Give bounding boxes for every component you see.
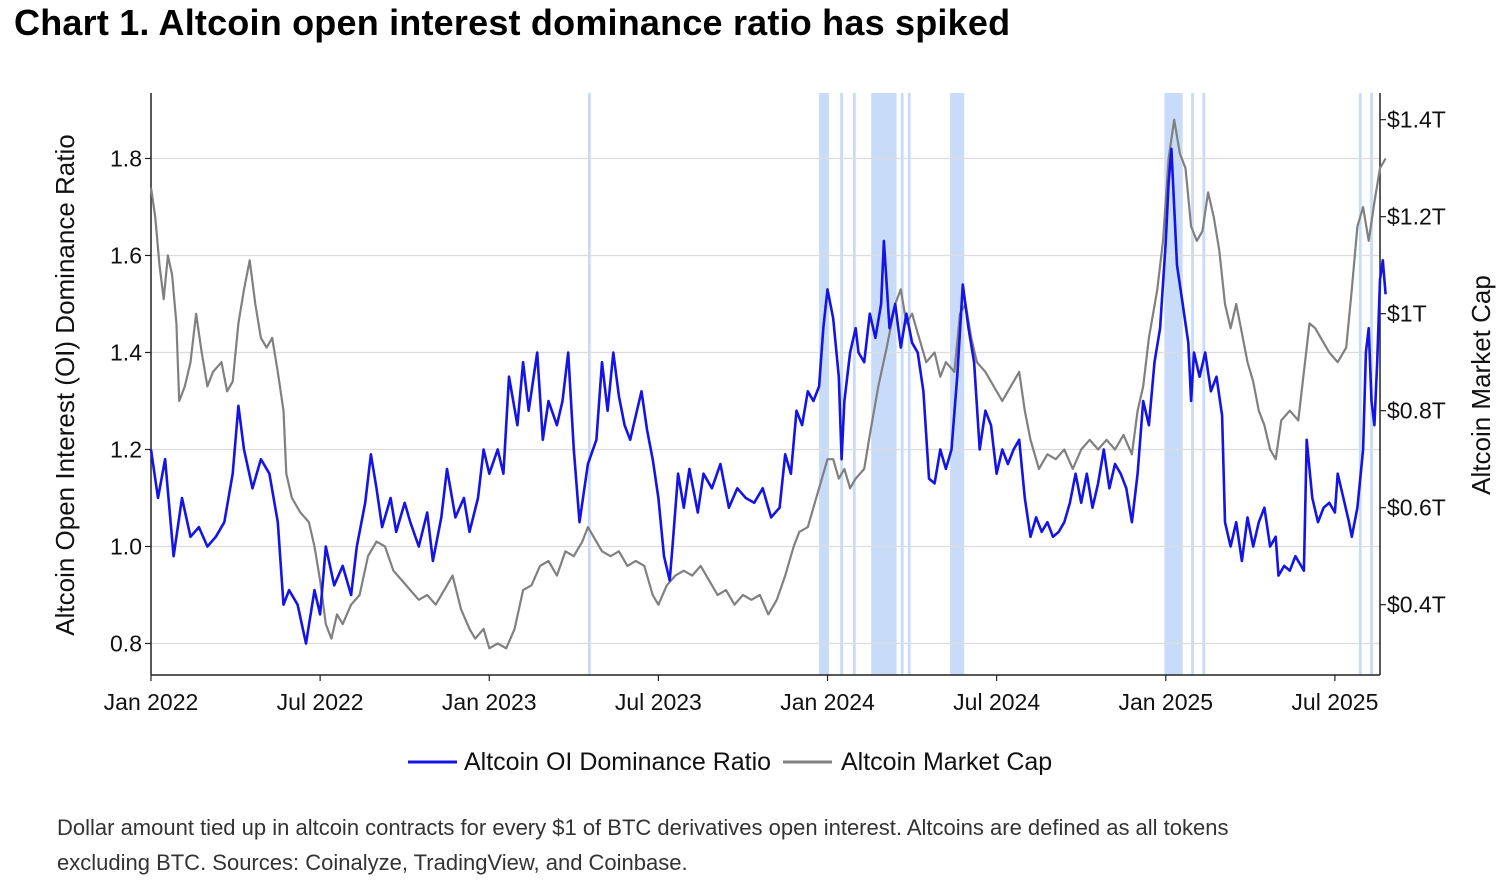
y2-tick-label-1: $0.6T — [1387, 495, 1446, 521]
y2-tick-label-5: $1.4T — [1387, 107, 1446, 133]
gridlines — [151, 157, 1380, 645]
y2-tick-label-0: $0.4T — [1387, 592, 1446, 618]
x-tick-label-5: Jul 2024 — [953, 689, 1040, 715]
highlight-band-5 — [900, 93, 904, 675]
y2-tick-label-4: $1.2T — [1387, 204, 1446, 230]
x-tick-label-2: Jan 2023 — [442, 689, 537, 715]
highlight-band-11 — [1358, 93, 1362, 675]
series-line-oi-dominance — [149, 147, 1387, 645]
y-axis-label: Altcoin Open Interest (OI) Dominance Rat… — [50, 134, 80, 635]
highlight-band-10 — [1202, 93, 1206, 675]
legend-label-oi: Altcoin OI Dominance Ratio — [464, 748, 771, 776]
highlight-band-3 — [852, 93, 856, 675]
chart-title: Chart 1. Altcoin open interest dominance… — [14, 2, 1011, 43]
y2-axis-label: Altcoin Market Cap — [1466, 275, 1496, 495]
y-tick-label-4: 1.6 — [110, 242, 142, 268]
x-tick-label-0: Jan 2022 — [104, 689, 199, 715]
highlight-band-4 — [871, 93, 897, 675]
y-tick-label-3: 1.4 — [110, 339, 142, 365]
highlight-band-1 — [819, 93, 829, 675]
x-tick-label-1: Jul 2022 — [277, 689, 364, 715]
y2-tick-label-2: $0.8T — [1387, 398, 1446, 424]
x-tick-label-3: Jul 2023 — [615, 689, 702, 715]
y-tick-label-2: 1.2 — [110, 436, 142, 462]
y-tick-label-5: 1.8 — [110, 145, 142, 171]
y-tick-label-0: 0.8 — [110, 630, 142, 656]
x-tick-label-7: Jul 2025 — [1291, 689, 1378, 715]
highlight-band-0 — [587, 93, 591, 675]
series-line-market-cap — [149, 118, 1387, 650]
legend-label-mcap: Altcoin Market Cap — [841, 748, 1052, 776]
highlight-band-2 — [840, 93, 844, 675]
highlight-bands — [587, 93, 1373, 675]
x-tick-label-4: Jan 2024 — [780, 689, 875, 715]
y2-tick-label-3: $1T — [1387, 301, 1427, 327]
highlight-band-6 — [907, 93, 911, 675]
chart-footnote: Dollar amount tied up in altcoin contrac… — [57, 815, 1229, 875]
highlight-band-8 — [1164, 93, 1183, 675]
y-tick-label-1: 1.0 — [110, 533, 142, 559]
axes — [150, 93, 1381, 676]
legend: Altcoin OI Dominance Ratio Altcoin Marke… — [408, 748, 1052, 776]
x-tick-label-6: Jan 2025 — [1118, 689, 1213, 715]
tick-labels: 0.8 1.0 1.2 1.4 1.6 1.8 $0.4T $0.6T $0.8T $1T $1.2… — [104, 107, 1446, 715]
series-lines — [149, 118, 1387, 650]
